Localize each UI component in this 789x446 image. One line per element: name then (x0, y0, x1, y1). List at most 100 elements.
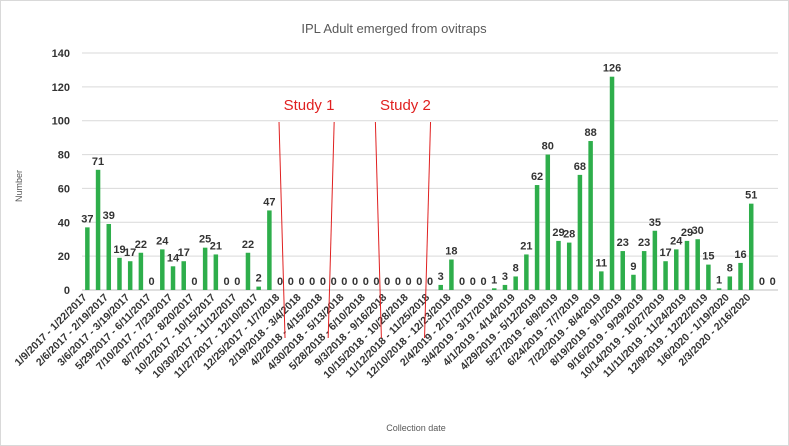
data-label: 8 (513, 262, 519, 274)
bar (106, 223, 112, 290)
bar (738, 262, 743, 290)
bar (727, 276, 733, 290)
data-label: 0 (373, 276, 379, 288)
y-tick-label: 120 (52, 82, 70, 94)
data-label: 0 (406, 276, 412, 288)
data-label: 0 (395, 276, 401, 288)
data-label: 0 (298, 276, 304, 288)
y-tick-label: 80 (58, 150, 70, 162)
data-label: 3 (438, 271, 444, 283)
bar (609, 76, 615, 290)
data-label: 39 (103, 210, 115, 222)
data-label: 0 (341, 276, 347, 288)
bar (652, 230, 658, 290)
data-label: 0 (384, 276, 390, 288)
data-label: 0 (363, 276, 369, 288)
bar (695, 239, 700, 290)
data-label: 23 (617, 237, 629, 249)
data-label: 11 (596, 257, 608, 269)
data-label: 3 (502, 271, 508, 283)
y-tick-label: 100 (52, 116, 70, 128)
bar (663, 261, 668, 290)
bar (748, 203, 754, 290)
bars (85, 76, 754, 290)
data-label: 0 (191, 276, 197, 288)
bar (491, 288, 497, 290)
annotations: Study 1 Study 2 (278, 97, 432, 339)
data-label: 22 (242, 239, 254, 251)
study-boundary-line (374, 121, 382, 339)
bar (170, 266, 176, 290)
y-tick-label: 140 (52, 48, 70, 60)
bar (641, 251, 647, 290)
data-label: 0 (331, 276, 337, 288)
data-label: 24 (156, 235, 169, 247)
y-tick-label: 40 (58, 217, 70, 229)
data-label: 1 (716, 274, 722, 286)
bar (138, 252, 144, 290)
data-label: 0 (309, 276, 315, 288)
data-label: 80 (542, 141, 554, 153)
bar (449, 259, 454, 290)
study-boundary-line (327, 121, 335, 339)
data-label: 0 (320, 276, 326, 288)
data-label: 21 (520, 240, 532, 252)
bar (85, 227, 90, 290)
bar (545, 154, 551, 290)
bar (502, 284, 508, 290)
bar (245, 252, 251, 290)
bar (117, 257, 122, 290)
bar (160, 249, 165, 290)
data-label: 2 (256, 273, 262, 285)
bar (566, 242, 572, 290)
data-label: 0 (459, 276, 465, 288)
data-label: 17 (659, 247, 671, 259)
study-label: Study 2 (380, 97, 431, 114)
data-label: 0 (352, 276, 358, 288)
y-axis-label: Number (14, 170, 24, 202)
data-label: 62 (531, 171, 543, 183)
bar (181, 261, 186, 290)
study-boundary-line (278, 121, 286, 339)
bar (716, 288, 722, 290)
data-label: 22 (135, 239, 147, 251)
bar (631, 274, 636, 290)
bar (706, 264, 711, 290)
gridlines (82, 52, 778, 291)
data-label: 51 (745, 190, 757, 202)
bar (438, 284, 443, 290)
data-label: 35 (649, 217, 661, 229)
data-label: 88 (584, 127, 596, 139)
data-label: 24 (670, 235, 683, 247)
bar (524, 254, 529, 290)
data-label: 0 (149, 276, 155, 288)
bar (513, 276, 518, 290)
data-label: 15 (702, 251, 714, 263)
x-axis-label: Collection date (386, 423, 446, 433)
bar (256, 286, 261, 290)
bar (127, 261, 133, 290)
data-label: 71 (92, 156, 104, 168)
bar (588, 141, 593, 290)
data-label: 9 (630, 261, 636, 273)
data-label: 25 (199, 234, 211, 246)
data-label: 0 (416, 276, 422, 288)
data-label: 14 (167, 252, 180, 264)
bar (202, 247, 208, 290)
data-label: 1 (491, 274, 497, 286)
data-label: 47 (263, 196, 275, 208)
bar (213, 254, 219, 290)
data-label: 0 (288, 276, 294, 288)
bar (577, 174, 583, 290)
chart-title: IPL Adult emerged from ovitraps (301, 21, 487, 36)
data-label: 17 (124, 247, 136, 259)
data-label: 0 (770, 276, 776, 288)
data-label: 21 (210, 240, 222, 252)
data-label: 37 (81, 213, 93, 225)
study-boundary-line (424, 121, 432, 339)
study-label: Study 1 (284, 97, 335, 114)
data-label: 23 (638, 237, 650, 249)
